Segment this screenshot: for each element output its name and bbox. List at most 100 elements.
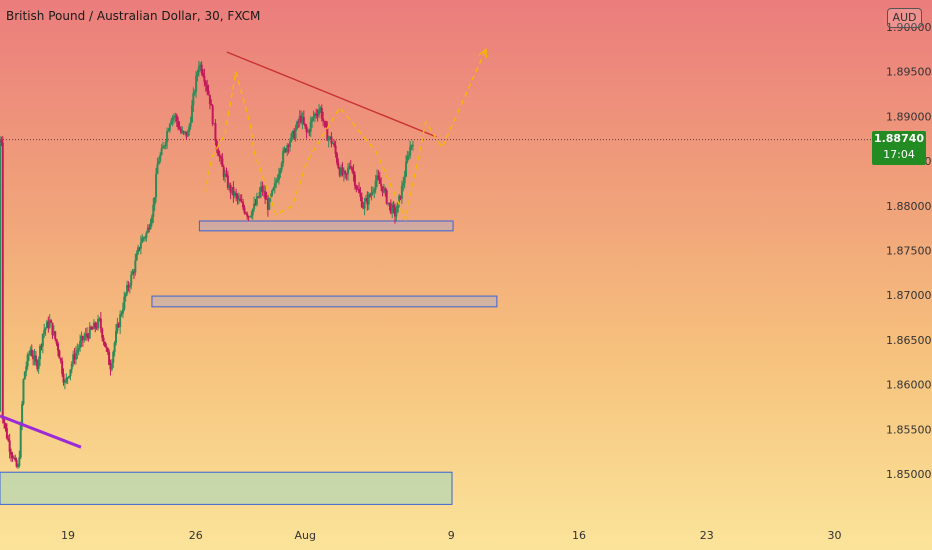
candle-body: [302, 117, 305, 124]
candle-body: [130, 274, 133, 286]
candle-body: [124, 293, 127, 297]
candle-body: [123, 296, 126, 310]
projection-arrowhead: [478, 47, 488, 59]
candle-body: [276, 179, 279, 182]
candle-body: [331, 143, 334, 145]
candle-body: [271, 190, 274, 196]
candle-body: [377, 175, 380, 179]
candle-body: [319, 107, 322, 110]
candle-body: [79, 341, 82, 348]
candle-body: [376, 175, 379, 181]
candle-body: [3, 419, 6, 424]
candle-body: [91, 328, 94, 330]
candle-body: [398, 195, 401, 203]
candle-body: [34, 355, 37, 362]
candle-body: [395, 212, 398, 217]
candle-body: [45, 321, 48, 329]
candle-body: [12, 457, 15, 459]
candle-body: [39, 345, 42, 360]
candle-body: [402, 183, 405, 187]
candle-body: [262, 191, 265, 193]
x-tick-label: 26: [189, 529, 203, 542]
candle-body: [99, 318, 102, 329]
candle-body: [121, 309, 124, 314]
candle-body: [139, 242, 142, 249]
candle-body: [164, 142, 167, 146]
candle-body: [103, 341, 106, 347]
candle-body: [215, 140, 218, 150]
candle-body: [388, 202, 391, 205]
candle-body: [210, 103, 213, 106]
candle-body: [112, 351, 115, 363]
candle-body: [182, 131, 185, 133]
candle-body: [225, 173, 228, 176]
candle-body: [117, 323, 120, 328]
countdown-label: 17:04: [883, 148, 915, 161]
y-tick-label: 1.88000: [886, 200, 932, 213]
candle-body: [72, 354, 75, 364]
candle-body: [106, 347, 109, 352]
candle-body: [119, 314, 122, 328]
candle-body: [335, 153, 338, 163]
candle-body: [261, 186, 264, 192]
candles-layer: [0, 60, 414, 470]
candle-body: [30, 349, 33, 356]
candle-body: [58, 350, 61, 359]
candle-body: [337, 162, 340, 169]
candle-body: [159, 154, 162, 162]
candle-body: [363, 201, 366, 209]
candle-body: [81, 336, 84, 340]
candle-body: [318, 109, 321, 115]
candle-body: [373, 189, 376, 192]
y-tick-label: 1.89000: [886, 110, 932, 123]
candle-body: [144, 237, 147, 239]
candle-body: [47, 321, 50, 328]
candle-body: [290, 133, 293, 142]
candle-body: [126, 285, 129, 294]
candle-body: [10, 451, 13, 455]
candle-body: [344, 170, 347, 174]
candle-body: [289, 141, 292, 148]
candle-body: [65, 377, 68, 382]
candle-body: [141, 237, 144, 243]
candle-body: [342, 170, 345, 175]
candle-body: [177, 121, 180, 128]
candle-body: [349, 166, 352, 168]
y-tick-label: 1.85000: [886, 468, 932, 481]
candle-body: [185, 131, 188, 137]
candle-body: [193, 91, 196, 94]
candle-body: [322, 118, 325, 121]
candle-body: [403, 176, 406, 184]
candle-body: [370, 192, 373, 197]
candle-body: [329, 136, 332, 138]
candle-body: [308, 130, 311, 132]
candle-body: [371, 191, 374, 193]
candle-body: [70, 363, 73, 370]
candle-body: [265, 198, 268, 200]
candle-body: [175, 115, 178, 122]
candle-body: [145, 232, 148, 238]
y-tick-label: 1.87500: [886, 245, 932, 258]
candle-body: [138, 247, 141, 249]
candle-body: [190, 105, 193, 123]
candle-body: [188, 126, 191, 132]
candle-body: [52, 331, 55, 336]
candle-body: [295, 121, 298, 130]
candle-body: [293, 130, 296, 139]
candle-body: [405, 161, 408, 177]
currency-button[interactable]: AUD: [887, 8, 922, 28]
candle-body: [80, 336, 83, 342]
candle-body: [305, 126, 308, 133]
candle-body: [374, 180, 377, 190]
candle-body: [167, 130, 170, 132]
candle-body: [16, 466, 19, 468]
candle-body: [243, 207, 246, 213]
candle-body: [206, 84, 209, 91]
candle-body: [18, 457, 21, 467]
candle-body: [229, 184, 232, 193]
candle-body: [57, 343, 60, 351]
candle-body: [222, 166, 225, 177]
candle-body: [32, 355, 35, 360]
candle-body: [251, 208, 254, 216]
candle-body: [105, 346, 108, 348]
